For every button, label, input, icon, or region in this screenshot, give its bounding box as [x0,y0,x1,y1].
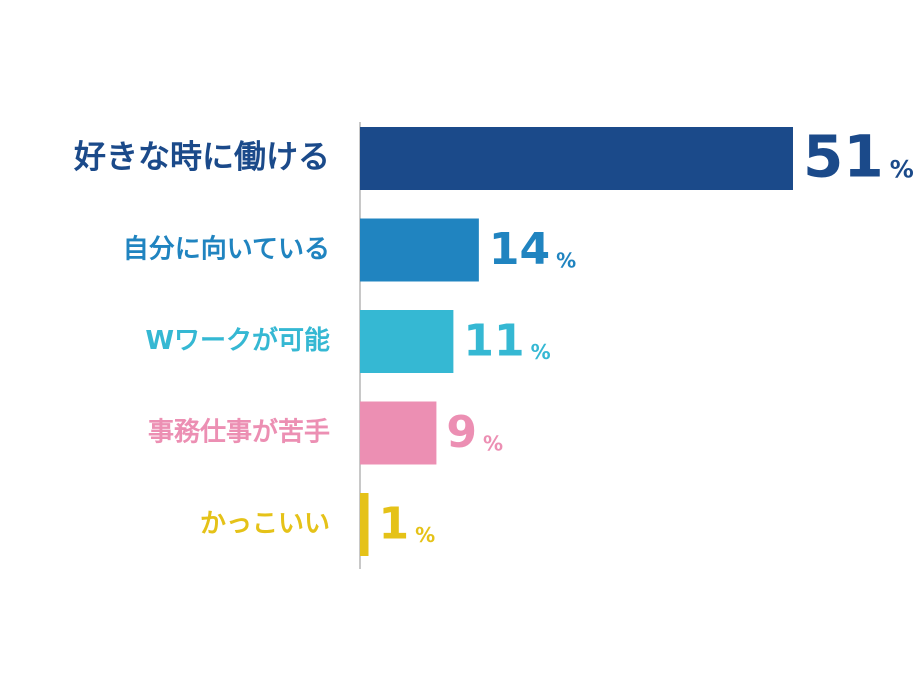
value-label: 14 [489,224,550,275]
category-label: かっこいい [200,509,330,539]
bar [360,493,369,556]
unit-label: % [890,156,914,184]
category-label: 自分に向いている [123,234,330,265]
bar [360,218,479,282]
category-label: 事務仕事が苦手 [148,417,330,448]
unit-label: % [415,523,435,547]
value-label: 9 [446,407,477,458]
category-label: Wワークが可能 [145,325,330,356]
value-label: 51 [803,123,884,191]
bar [360,310,454,373]
unit-label: % [483,432,503,456]
bar [360,401,437,465]
unit-label: % [531,340,551,364]
value-label: 1 [378,499,409,550]
bar [360,127,793,190]
value-label: 11 [463,316,524,367]
unit-label: % [556,249,576,273]
category-label: 好きな時に働ける [73,138,330,176]
